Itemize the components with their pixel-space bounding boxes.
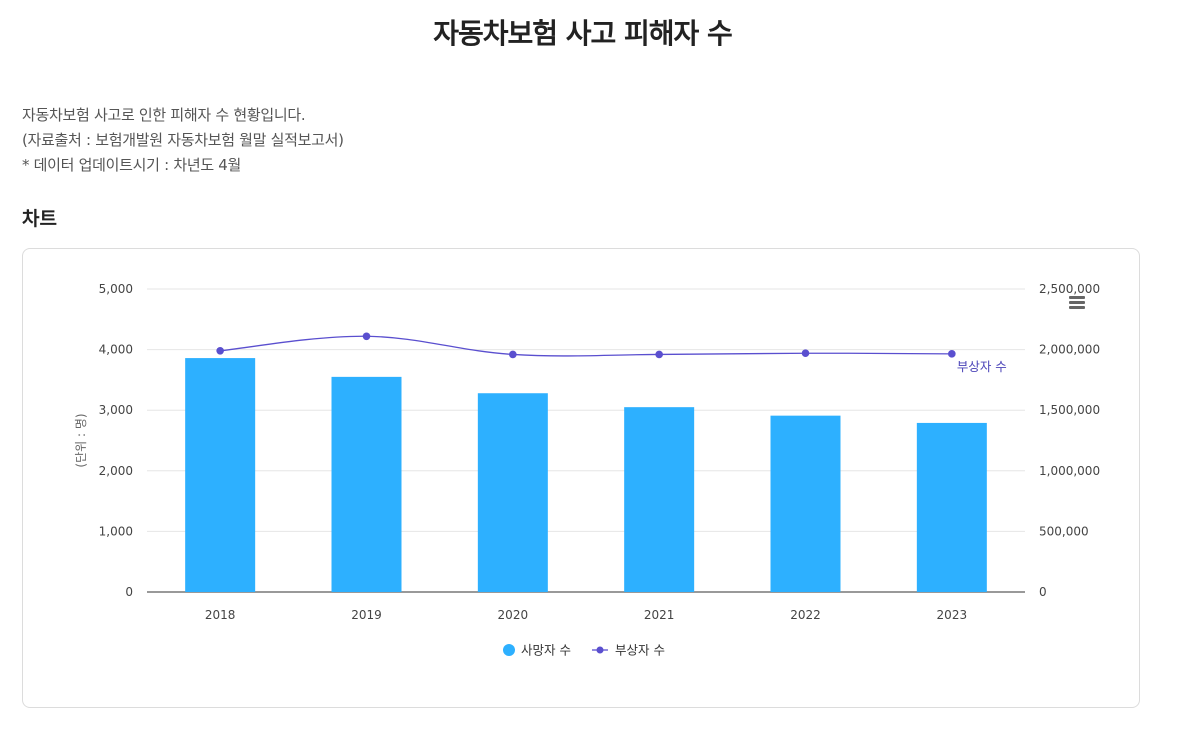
line-end-label: 부상자 수 (957, 359, 1007, 374)
x-axis-tick-label: 2018 (205, 608, 236, 622)
x-axis-tick-label: 2019 (351, 608, 382, 622)
right-axis-tick-label: 1,500,000 (1039, 403, 1100, 417)
page-description: 자동차보험 사고로 인한 피해자 수 현황입니다. (자료출처 : 보험개발원 … (22, 103, 344, 178)
x-axis-tick-label: 2022 (790, 608, 821, 622)
injured-point-2022 (801, 349, 810, 358)
right-axis-tick-label: 2,000,000 (1039, 343, 1100, 357)
right-axis-tick-label: 0 (1039, 585, 1047, 599)
description-update-note: * 데이터 업데이트시기 : 차년도 4월 (22, 156, 242, 174)
injured-point-2023 (948, 350, 956, 358)
bar-2023 (916, 422, 987, 592)
left-axis-tick-label: 3,000 (99, 403, 133, 417)
bar-2019 (331, 376, 402, 592)
bar-2022 (770, 415, 841, 592)
combo-chart: 0 1,000 2,000 3,000 4,000 5,000 0 500,000 1,000,… (74, 282, 1100, 658)
left-axis-tick-label: 4,000 (99, 343, 133, 357)
legend-bar-swatch (503, 644, 515, 656)
section-title-chart: 차트 (22, 208, 57, 230)
injured-point-2019 (362, 332, 371, 341)
right-axis-tick-label: 500,000 (1039, 524, 1089, 538)
x-axis-tick-label: 2023 (937, 608, 968, 622)
left-axis-tick-label: 5,000 (99, 282, 133, 296)
injured-line (220, 335, 952, 357)
injured-point-2020 (509, 350, 517, 359)
right-axis-tick-label: 1,000,000 (1039, 464, 1100, 478)
left-axis-tick-label: 2,000 (99, 464, 133, 478)
description-source: (자료출처 : 보험개발원 자동차보험 월말 실적보고서) (22, 131, 344, 149)
description-line: 자동차보험 사고로 인한 피해자 수 현황입니다. (22, 106, 306, 124)
bar-2018 (185, 358, 256, 592)
injured-point-2018 (216, 347, 224, 355)
right-axis-tick-label: 2,500,000 (1039, 282, 1100, 296)
legend-label-deaths: 사망자 수 (521, 643, 571, 658)
legend-label-injured: 부상자 수 (615, 643, 665, 658)
left-axis-tick-label: 1,000 (99, 524, 133, 538)
injured-point-2021 (655, 350, 663, 359)
chart-menu-icon[interactable] (1069, 296, 1087, 312)
legend-line-marker (596, 646, 604, 654)
left-axis-title: (단위 : 명) (74, 413, 88, 467)
x-axis-tick-label: 2020 (498, 608, 529, 622)
x-axis-tick-label: 2021 (644, 608, 675, 622)
bar-2020 (477, 393, 548, 592)
left-axis-tick-label: 0 (125, 585, 133, 599)
bar-2021 (624, 407, 695, 592)
chart-card: 0 1,000 2,000 3,000 4,000 5,000 0 500,000 1,000,… (22, 248, 1140, 708)
page-title: 자동차보험 사고 피해자 수 (433, 17, 733, 50)
